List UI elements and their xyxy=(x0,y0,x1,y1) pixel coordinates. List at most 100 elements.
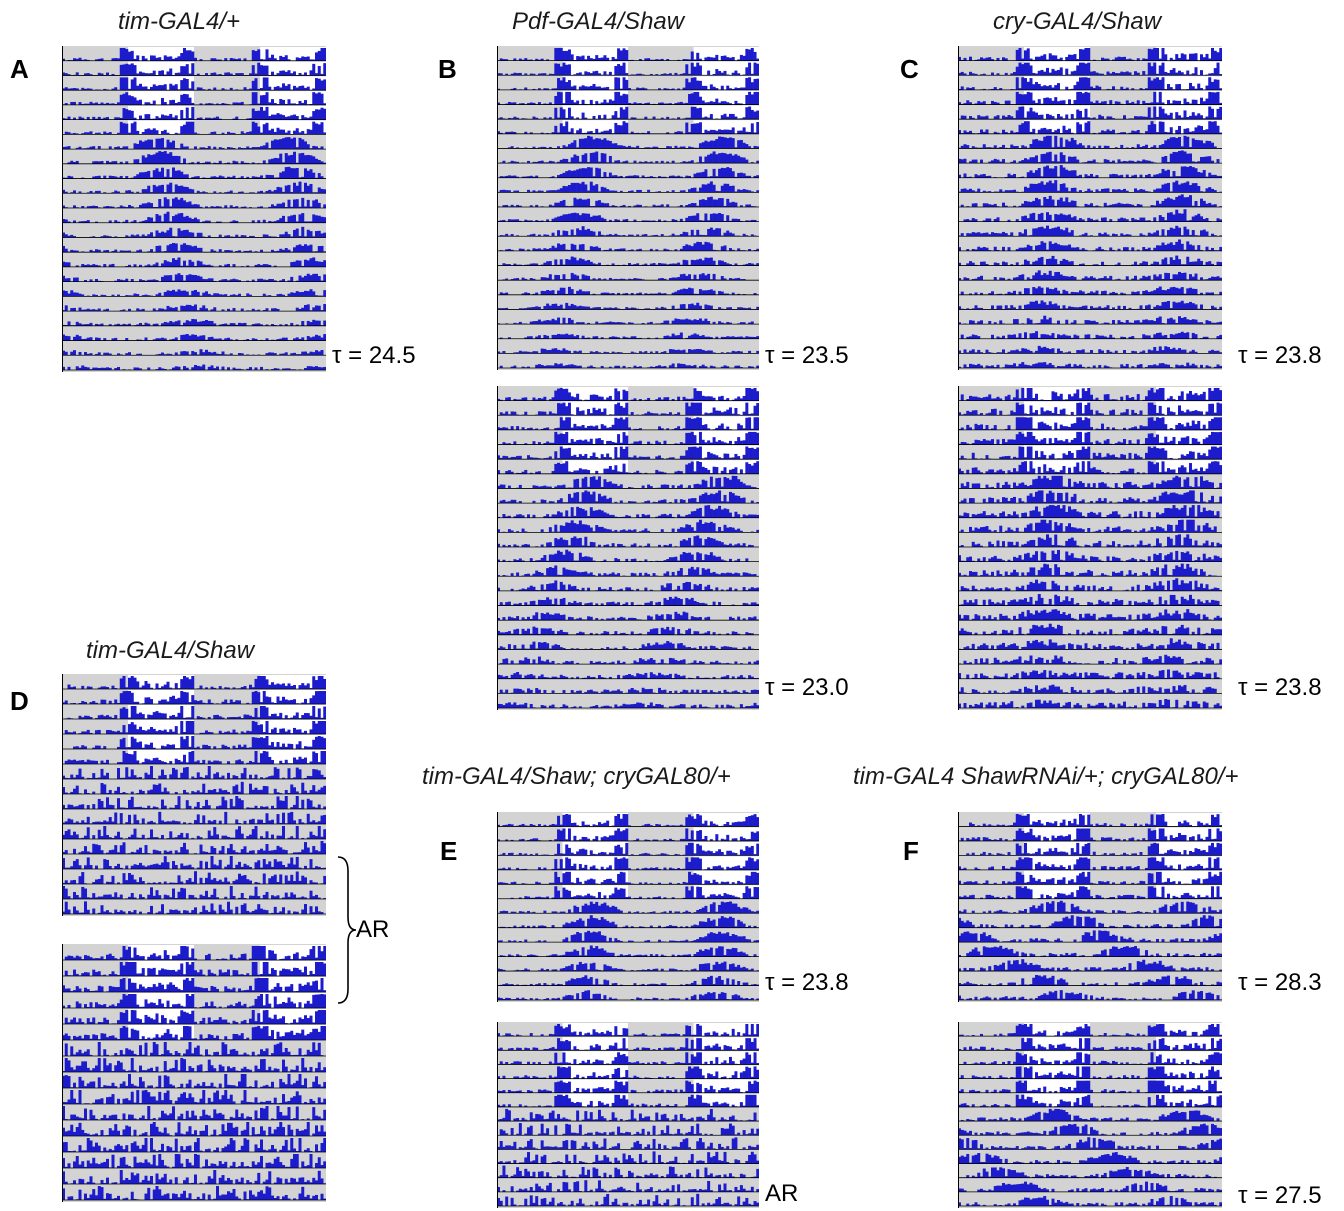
activity-bar xyxy=(614,404,618,416)
activity-bar xyxy=(663,103,667,105)
activity-bar xyxy=(660,471,664,474)
activity-bar xyxy=(271,128,274,135)
activity-bar xyxy=(592,58,596,61)
activity-bar xyxy=(174,148,178,150)
activity-bar xyxy=(603,87,607,90)
activity-bar xyxy=(548,567,552,577)
activity-bar xyxy=(518,264,522,266)
activity-bar xyxy=(641,456,645,460)
activity-bar xyxy=(606,234,610,237)
activity-bar xyxy=(734,661,738,665)
activity-bar xyxy=(158,308,162,312)
activity-bar xyxy=(576,100,580,105)
activity-bar xyxy=(287,99,291,105)
activity-bar xyxy=(273,177,277,179)
activity-bar xyxy=(587,602,591,606)
activity-bar xyxy=(638,292,642,295)
activity-bar xyxy=(750,82,754,90)
activity-bar xyxy=(578,501,582,504)
activity-bar xyxy=(655,399,659,401)
activity-bar xyxy=(644,689,648,694)
activity-bar xyxy=(185,333,189,341)
activity-bar xyxy=(191,63,195,76)
activity-bar xyxy=(265,295,269,297)
activity-bar xyxy=(284,55,288,61)
activity-bar xyxy=(163,338,167,341)
activity-bar xyxy=(570,487,574,489)
activity-bar xyxy=(227,72,230,76)
activity-bar xyxy=(611,190,615,193)
activity-bar xyxy=(625,146,629,149)
activity-bar xyxy=(720,136,724,149)
activity-bar xyxy=(298,58,302,61)
activity-bar xyxy=(748,91,752,105)
activity-bar xyxy=(606,292,610,295)
activity-bar xyxy=(679,527,683,533)
activity-bar xyxy=(163,321,167,326)
activity-bar xyxy=(114,161,118,164)
activity-bar xyxy=(499,500,503,504)
activity-bar xyxy=(130,50,134,61)
activity-bar xyxy=(723,55,727,61)
activity-bar xyxy=(606,618,610,621)
activity-bar xyxy=(728,469,732,474)
activity-bar xyxy=(603,457,607,460)
activity-bar xyxy=(663,220,667,222)
activity-bar xyxy=(638,248,642,251)
activity-bar xyxy=(685,432,689,445)
activity-bar xyxy=(554,348,558,354)
activity-bar xyxy=(720,246,724,251)
activity-bar xyxy=(535,336,539,339)
activity-bar xyxy=(690,93,694,105)
activity-bar xyxy=(745,67,749,76)
activity-bar xyxy=(260,190,263,194)
activity-bar xyxy=(254,176,258,179)
activity-bar xyxy=(617,125,621,134)
activity-bar xyxy=(196,365,200,370)
activity-bar xyxy=(323,274,326,282)
activity-bar xyxy=(739,336,743,339)
activity-bar xyxy=(235,161,239,164)
activity-bar xyxy=(559,433,563,445)
activity-bar xyxy=(679,455,683,460)
activity-bar xyxy=(709,589,713,591)
activity-bar xyxy=(271,71,274,76)
activity-bar xyxy=(97,72,101,76)
activity-bar xyxy=(581,524,585,533)
activity-bar xyxy=(265,106,269,120)
activity-bar xyxy=(723,477,727,489)
activity-bar xyxy=(619,484,623,489)
activity-bar xyxy=(562,274,566,281)
activity-bar xyxy=(73,220,76,223)
activity-bar xyxy=(745,220,749,222)
activity-bar xyxy=(734,218,738,222)
activity-bar xyxy=(161,323,164,326)
activity-bar xyxy=(64,207,68,208)
activity-bar xyxy=(166,305,170,312)
activity-bar xyxy=(748,604,752,606)
activity-bar xyxy=(295,128,299,135)
activity-bar xyxy=(227,250,230,253)
activity-bar xyxy=(581,619,585,621)
activity-bar xyxy=(546,584,550,591)
activity-bar xyxy=(668,103,672,105)
activity-bar xyxy=(739,157,743,164)
activity-bar xyxy=(565,205,569,207)
activity-bar xyxy=(295,245,299,253)
activity-bar xyxy=(576,130,580,134)
activity-bar xyxy=(611,442,615,445)
activity-bar xyxy=(600,648,604,650)
activity-bar xyxy=(622,419,626,430)
activity-bar xyxy=(625,402,629,416)
activity-bar xyxy=(603,631,607,635)
activity-bar xyxy=(698,431,702,445)
activity-bar xyxy=(551,132,555,134)
activity-bar xyxy=(559,48,563,61)
activity-bar xyxy=(570,396,574,401)
activity-bar xyxy=(268,352,272,356)
activity-bar xyxy=(251,338,255,341)
activity-bar xyxy=(529,457,533,460)
activity-bar xyxy=(317,215,321,223)
activity-bar xyxy=(147,114,151,120)
activity-bar xyxy=(589,660,593,665)
